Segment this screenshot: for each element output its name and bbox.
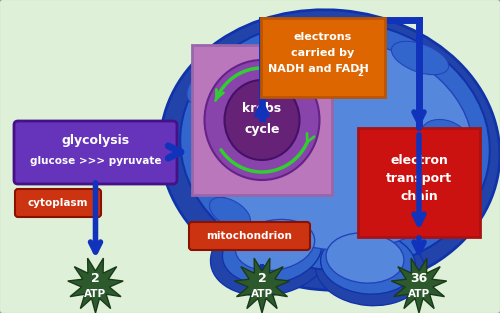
FancyBboxPatch shape xyxy=(15,189,101,217)
Ellipse shape xyxy=(421,120,469,156)
Text: cytoplasm: cytoplasm xyxy=(28,198,88,208)
FancyBboxPatch shape xyxy=(189,222,310,250)
Text: electrons: electrons xyxy=(294,33,352,43)
Ellipse shape xyxy=(366,202,414,234)
Text: carried by: carried by xyxy=(292,48,354,58)
Ellipse shape xyxy=(222,218,322,284)
Text: electron: electron xyxy=(390,154,448,167)
FancyBboxPatch shape xyxy=(192,45,332,195)
Text: glucose >>> pyruvate: glucose >>> pyruvate xyxy=(30,156,161,166)
Text: cycle: cycle xyxy=(244,124,280,136)
Text: ATP: ATP xyxy=(251,289,273,299)
Text: 36: 36 xyxy=(410,271,428,285)
Ellipse shape xyxy=(187,62,233,104)
Polygon shape xyxy=(68,258,123,313)
Ellipse shape xyxy=(236,219,314,270)
Text: transport: transport xyxy=(386,172,452,185)
Ellipse shape xyxy=(315,230,425,306)
Text: NADH and FADH: NADH and FADH xyxy=(268,64,368,74)
Text: ATP: ATP xyxy=(408,289,430,299)
Ellipse shape xyxy=(320,232,416,294)
Polygon shape xyxy=(234,258,290,313)
Ellipse shape xyxy=(204,60,320,180)
FancyBboxPatch shape xyxy=(14,121,177,184)
Ellipse shape xyxy=(210,214,330,296)
Ellipse shape xyxy=(392,41,448,75)
Text: mitochondrion: mitochondrion xyxy=(206,231,292,241)
FancyBboxPatch shape xyxy=(358,128,480,237)
Polygon shape xyxy=(392,258,446,313)
Text: chain: chain xyxy=(400,190,438,203)
Ellipse shape xyxy=(160,10,500,290)
Text: ATP: ATP xyxy=(84,289,106,299)
Text: 2: 2 xyxy=(258,271,266,285)
Ellipse shape xyxy=(180,20,490,270)
Ellipse shape xyxy=(210,198,250,228)
Text: 2: 2 xyxy=(357,69,363,78)
Ellipse shape xyxy=(224,80,300,160)
FancyBboxPatch shape xyxy=(261,18,385,97)
Text: 2: 2 xyxy=(91,271,100,285)
Text: glycolysis: glycolysis xyxy=(62,134,130,147)
Ellipse shape xyxy=(326,233,404,283)
Text: krebs: krebs xyxy=(242,101,282,115)
Ellipse shape xyxy=(275,25,325,51)
Ellipse shape xyxy=(203,40,473,250)
